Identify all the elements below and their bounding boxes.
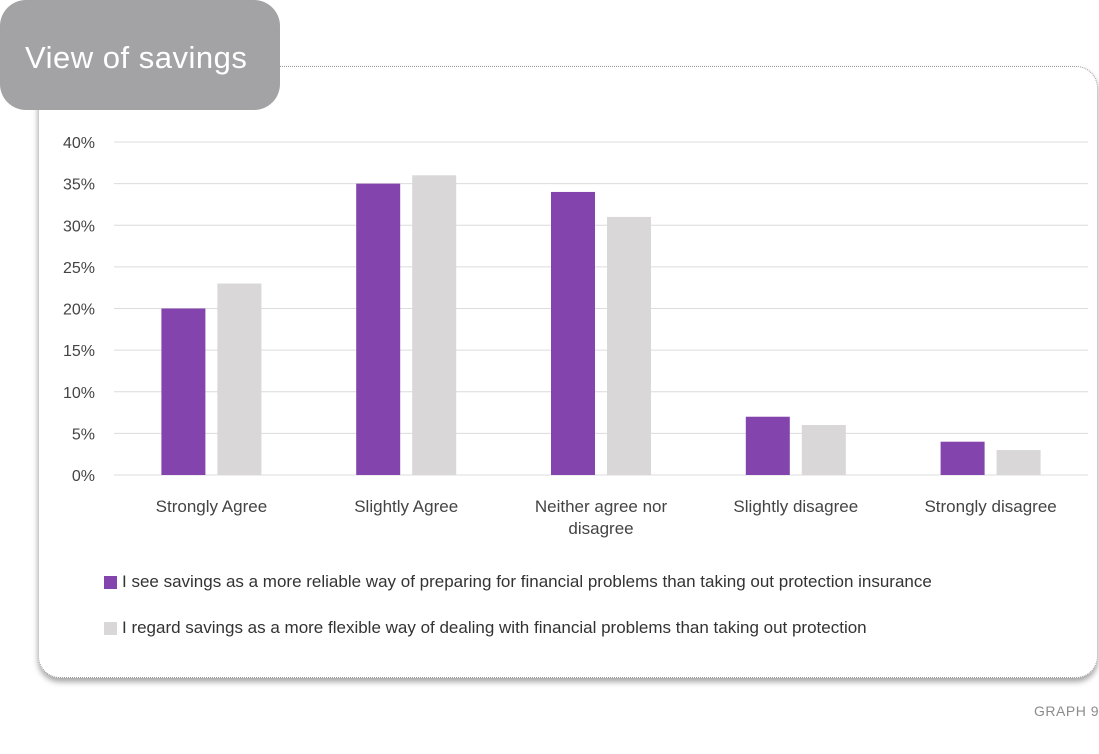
y-tick-label: 0% (72, 468, 95, 485)
x-tick-label: Strongly Agree (156, 497, 268, 516)
legend-label-2: I regard savings as a more flexible way … (122, 618, 867, 637)
bar-series-1 (745, 416, 790, 475)
bar-series-2 (801, 425, 846, 475)
bar-series-2 (412, 175, 457, 476)
x-tick-label: Slightly Agree (354, 497, 458, 516)
legend-label-1: I see savings as a more reliable way of … (122, 572, 932, 591)
bar-series-1 (161, 308, 206, 475)
bar-series-1 (940, 441, 985, 475)
bar-series-1 (356, 183, 401, 475)
legend-item-1: I see savings as a more reliable way of … (104, 572, 932, 592)
y-tick-label: 30% (63, 218, 95, 235)
y-tick-label: 15% (63, 343, 95, 360)
graph-label: GRAPH 9 (1034, 703, 1099, 719)
y-tick-label: 20% (63, 302, 95, 319)
bar-series-2 (607, 216, 651, 476)
bar-series-2 (996, 450, 1041, 475)
bar-series-1 (551, 191, 595, 475)
y-tick-label: 10% (63, 385, 95, 402)
page-title: View of savings (0, 0, 280, 110)
page-title-text: View of savings (25, 40, 248, 75)
x-tick-label: Neither agree nor (535, 497, 668, 516)
bar-chart: 0% 5% 10% 15% 20% 25% 30% 35% 40% Strongly Agree S… (63, 135, 1088, 538)
y-tick-label: 25% (63, 260, 95, 277)
legend-swatch-1 (104, 575, 117, 589)
legend-item-2: I regard savings as a more flexible way … (104, 618, 867, 638)
y-tick-label: 35% (63, 177, 95, 194)
y-tick-label: 40% (63, 135, 95, 152)
x-tick-label: Strongly disagree (924, 497, 1056, 516)
x-tick-label: disagree (568, 519, 633, 538)
legend-swatch-2 (104, 621, 117, 635)
bar-series-2 (217, 283, 262, 475)
x-tick-label: Slightly disagree (733, 497, 858, 516)
y-tick-label: 5% (72, 426, 95, 443)
